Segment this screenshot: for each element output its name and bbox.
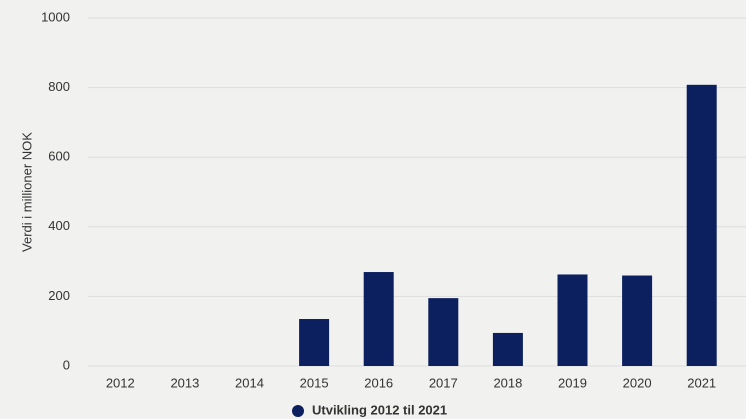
bar [299, 319, 330, 366]
x-tick-label: 2019 [558, 375, 587, 390]
y-tick-label: 200 [48, 288, 70, 303]
bar [557, 274, 588, 366]
bar [428, 298, 459, 366]
y-tick-label: 600 [48, 149, 70, 164]
legend-marker [292, 405, 304, 417]
x-tick-label: 2015 [300, 375, 329, 390]
x-tick-label: 2013 [170, 375, 199, 390]
x-tick-label: 2017 [429, 375, 458, 390]
x-tick-label: 2018 [493, 375, 522, 390]
y-tick-label: 800 [48, 79, 70, 94]
bar [363, 272, 394, 366]
y-axis-label: Verdi i millioner NOK [19, 132, 34, 252]
x-tick-label: 2012 [106, 375, 135, 390]
bar [686, 84, 717, 366]
legend-label: Utvikling 2012 til 2021 [312, 402, 447, 417]
y-tick-label: 0 [63, 357, 70, 372]
y-tick-label: 400 [48, 218, 70, 233]
x-tick-label: 2021 [687, 375, 716, 390]
x-tick-label: 2016 [364, 375, 393, 390]
bar [622, 275, 653, 366]
x-tick-label: 2020 [623, 375, 652, 390]
bar [492, 332, 523, 366]
y-tick-label: 1000 [41, 9, 70, 24]
x-tick-label: 2014 [235, 375, 264, 390]
